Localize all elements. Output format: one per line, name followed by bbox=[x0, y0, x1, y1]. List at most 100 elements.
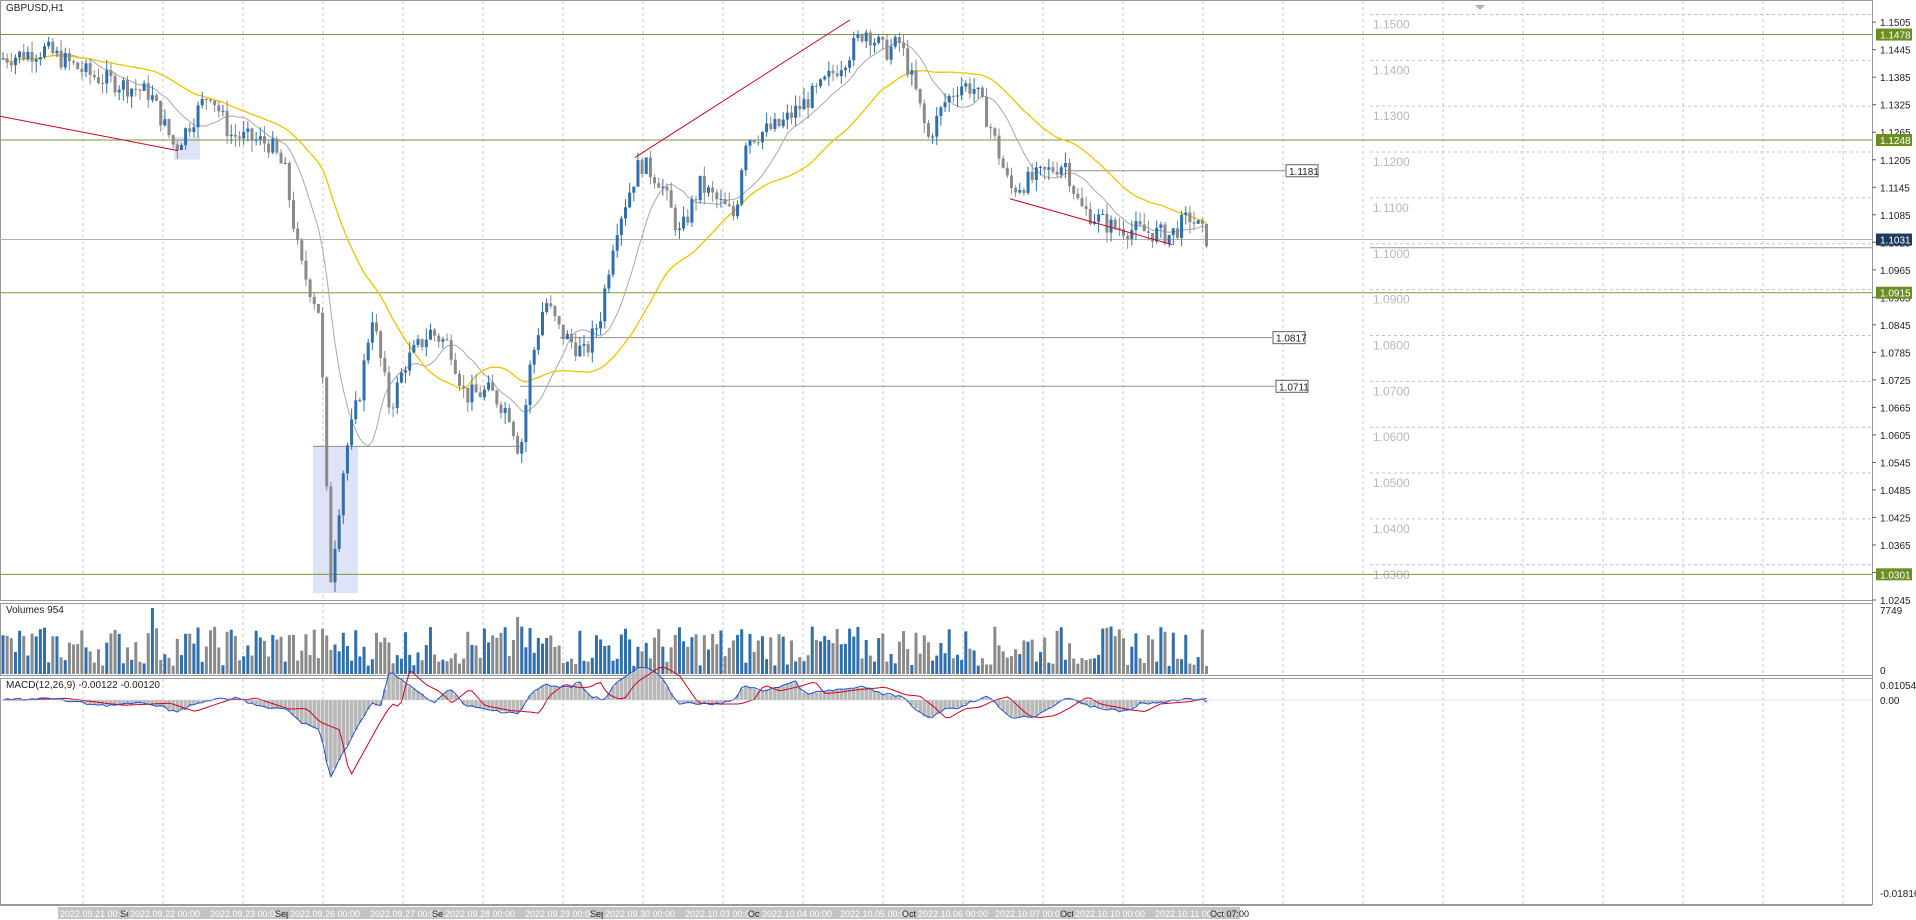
volume-bar bbox=[221, 665, 225, 674]
candle-body bbox=[719, 199, 723, 201]
volume-bar bbox=[163, 654, 167, 674]
volume-bar bbox=[918, 653, 922, 674]
price-axis-label: 1.0905 bbox=[1880, 293, 1911, 304]
macd-histogram-bar bbox=[727, 700, 732, 702]
candle-body bbox=[84, 63, 88, 73]
candle-body bbox=[1180, 214, 1184, 238]
macd-histogram-bar bbox=[561, 687, 566, 700]
candle-body bbox=[1030, 171, 1034, 180]
macd-histogram-bar bbox=[1017, 700, 1022, 718]
candle-body bbox=[831, 70, 835, 74]
macd-histogram-bar bbox=[370, 700, 375, 704]
chart-shift-marker-icon[interactable] bbox=[1475, 5, 1485, 10]
volume-bar bbox=[702, 635, 706, 674]
macd-histogram-bar bbox=[403, 684, 408, 700]
candle-body bbox=[823, 76, 827, 80]
macd-histogram-bar bbox=[1084, 700, 1088, 706]
volume-bar bbox=[296, 660, 300, 674]
volume-bar bbox=[1159, 627, 1163, 674]
candle-body bbox=[839, 70, 843, 77]
volume-bar bbox=[964, 631, 968, 674]
volume-bar bbox=[362, 646, 366, 674]
candle-body bbox=[51, 41, 55, 54]
volume-bar bbox=[748, 633, 752, 674]
macd-histogram-bar bbox=[1055, 700, 1059, 704]
volume-bar bbox=[806, 655, 810, 674]
candle-body bbox=[582, 344, 586, 346]
macd-histogram-bar bbox=[470, 700, 474, 707]
volume-bar bbox=[827, 639, 831, 674]
macd-histogram-bar bbox=[856, 687, 860, 700]
candle-body bbox=[1192, 222, 1196, 224]
macd-histogram-bar bbox=[113, 700, 117, 705]
volume-scale-top: 7749 bbox=[1880, 606, 1903, 617]
macd-histogram-bar bbox=[573, 684, 578, 700]
macd-histogram-bar bbox=[594, 697, 599, 700]
volume-bar bbox=[55, 636, 59, 674]
macd-histogram-bar bbox=[279, 700, 283, 709]
candle-body bbox=[67, 53, 71, 62]
volume-bar bbox=[624, 628, 627, 674]
volume-bar bbox=[292, 634, 295, 674]
macd-histogram-bar bbox=[84, 700, 88, 704]
candle-body bbox=[736, 204, 740, 217]
macd-histogram-bar bbox=[420, 693, 424, 700]
volume-bar bbox=[370, 659, 374, 674]
candle-body bbox=[337, 515, 341, 549]
macd-histogram-bar bbox=[748, 687, 752, 700]
candle-body bbox=[408, 352, 412, 371]
candle-body bbox=[159, 100, 163, 126]
candle-body bbox=[702, 175, 706, 193]
candle-body bbox=[1171, 228, 1175, 236]
volume-bar bbox=[449, 658, 453, 674]
candle-body bbox=[482, 389, 486, 398]
candle-body bbox=[329, 486, 333, 583]
volume-bar bbox=[491, 635, 495, 674]
macd-histogram-bar bbox=[391, 672, 395, 700]
price-axis-label: 1.1505 bbox=[1880, 18, 1911, 29]
candle-body bbox=[424, 339, 428, 348]
volume-bar bbox=[375, 632, 378, 674]
candle-body bbox=[731, 205, 735, 217]
volume-bar bbox=[1063, 659, 1067, 674]
volume-bar bbox=[379, 642, 383, 674]
candle-body bbox=[43, 46, 46, 58]
candle-body bbox=[38, 57, 42, 60]
candle-body bbox=[358, 400, 362, 402]
volume-bar bbox=[76, 644, 80, 674]
volume-bar bbox=[275, 639, 279, 674]
macd-histogram-bar bbox=[300, 700, 304, 723]
volume-bar bbox=[5, 635, 9, 674]
macd-histogram-bar bbox=[121, 700, 126, 705]
macd-histogram-bar bbox=[366, 700, 370, 710]
volume-bar bbox=[885, 661, 889, 674]
volume-bar bbox=[383, 637, 387, 674]
candle-body bbox=[827, 70, 831, 77]
price-tag-box bbox=[1275, 379, 1309, 393]
macd-histogram-bar bbox=[511, 700, 516, 713]
volume-bar bbox=[897, 641, 901, 674]
candle-body bbox=[711, 187, 715, 193]
volume-bar bbox=[881, 633, 885, 674]
macd-histogram-bar bbox=[549, 686, 553, 700]
candle-body bbox=[304, 260, 308, 280]
volume-bar bbox=[325, 635, 329, 674]
macd-histogram-bar bbox=[304, 700, 308, 725]
candle-body bbox=[935, 115, 939, 137]
candle-body bbox=[179, 145, 183, 151]
volume-bar bbox=[408, 654, 412, 674]
candle-body bbox=[972, 89, 976, 94]
candle-body bbox=[383, 357, 387, 373]
macd-histogram-bar bbox=[1030, 700, 1034, 716]
candle-body bbox=[163, 119, 167, 126]
macd-histogram-bar bbox=[876, 692, 881, 700]
candle-body bbox=[1200, 220, 1204, 224]
time-axis-label: Oct bbox=[1060, 909, 1075, 919]
volume-bar bbox=[756, 640, 760, 674]
macd-histogram-bar bbox=[557, 687, 561, 700]
volume-bar bbox=[926, 642, 930, 674]
time-axis-label: Oct 07:00 bbox=[1210, 909, 1249, 919]
candle-body bbox=[798, 105, 802, 110]
